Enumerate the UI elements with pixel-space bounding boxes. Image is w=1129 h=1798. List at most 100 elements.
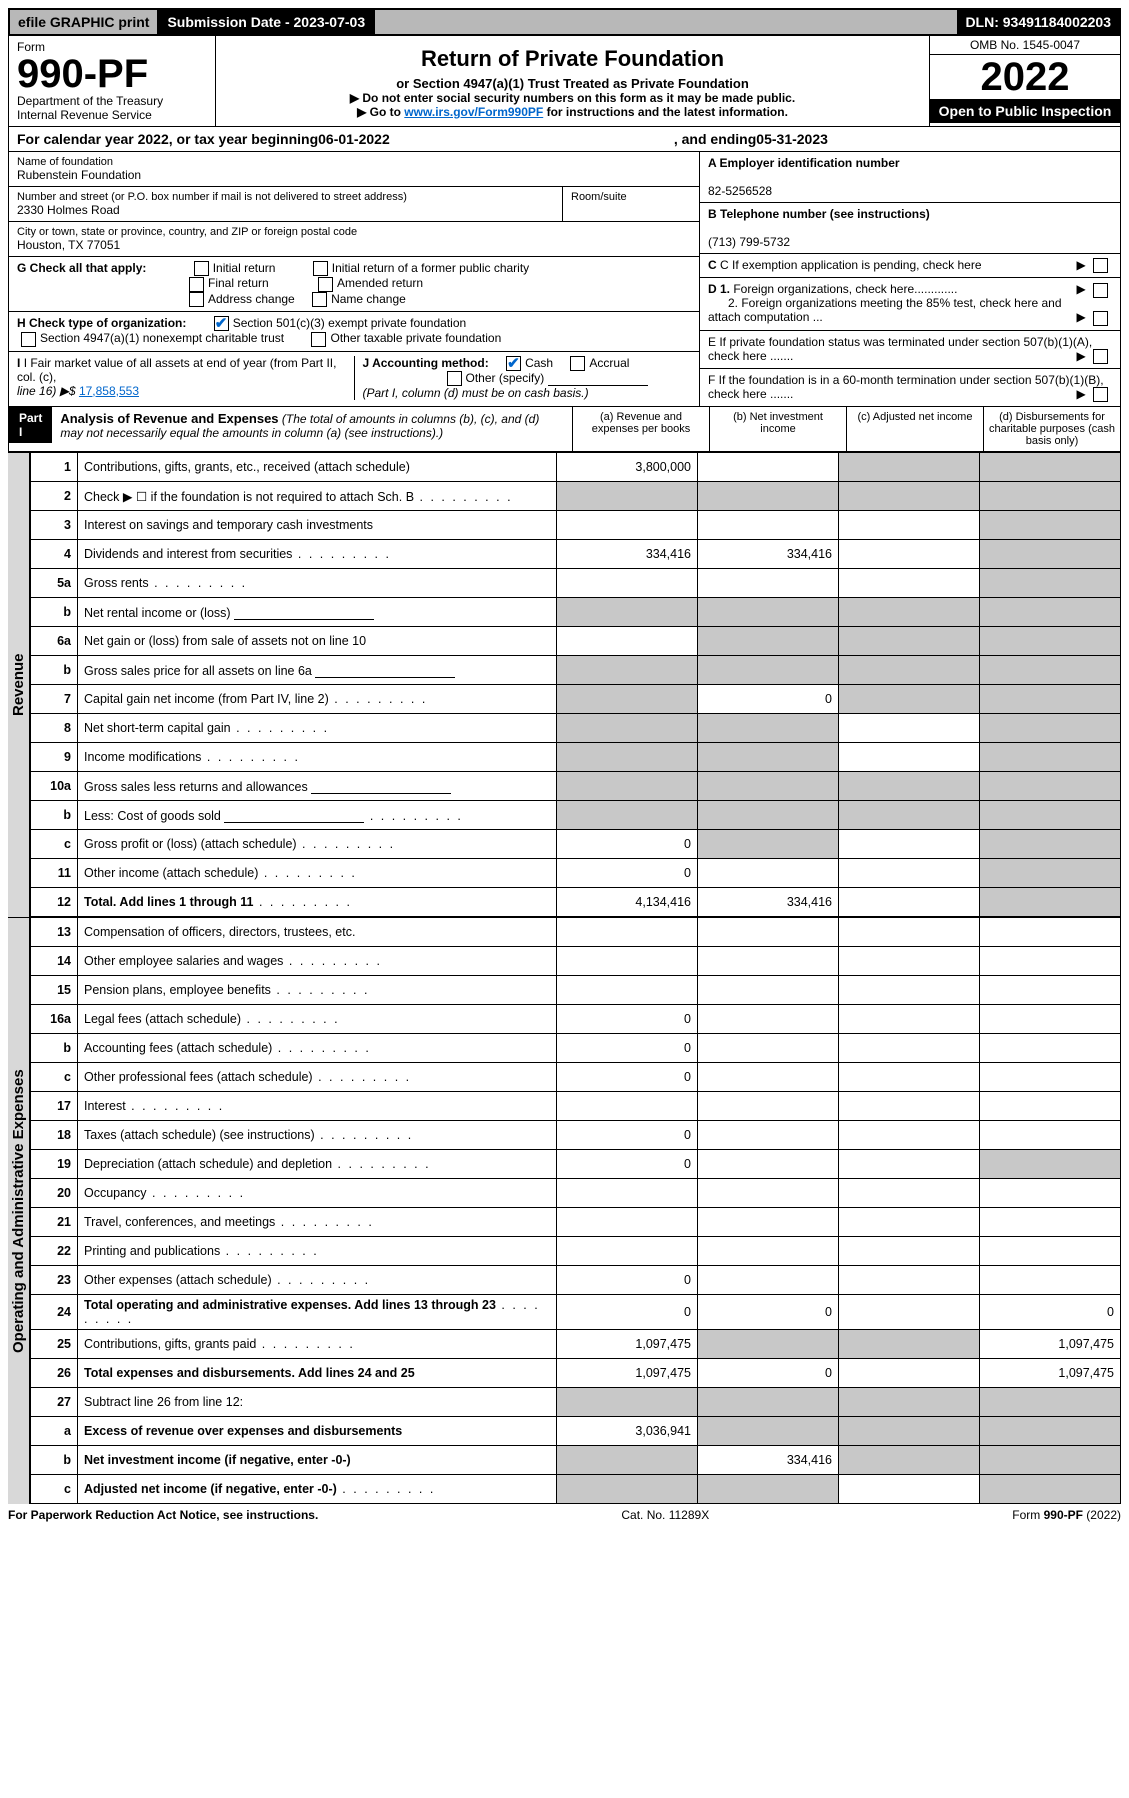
irs: Internal Revenue Service xyxy=(17,108,207,122)
checkbox-f[interactable] xyxy=(1093,387,1108,402)
table-row: 2Check ▶ ☐ if the foundation is not requ… xyxy=(31,482,1121,511)
table-row: bGross sales price for all assets on lin… xyxy=(31,656,1121,685)
footer-left: For Paperwork Reduction Act Notice, see … xyxy=(8,1508,318,1522)
table-row: 6aNet gain or (loss) from sale of assets… xyxy=(31,627,1121,656)
table-row: 7Capital gain net income (from Part IV, … xyxy=(31,685,1121,714)
city-cell: City or town, state or province, country… xyxy=(9,222,699,257)
footer-mid: Cat. No. 11289X xyxy=(621,1508,709,1522)
table-row: 10aGross sales less returns and allowanc… xyxy=(31,772,1121,801)
table-row: 17Interest xyxy=(31,1092,1121,1121)
header-left: Form 990-PF Department of the Treasury I… xyxy=(9,36,216,126)
omb-number: OMB No. 1545-0047 xyxy=(930,36,1120,55)
section-f: F If the foundation is in a 60-month ter… xyxy=(700,369,1120,406)
section-g: G Check all that apply: Initial return I… xyxy=(9,257,699,312)
revenue-table: 1Contributions, gifts, grants, etc., rec… xyxy=(30,452,1121,917)
revenue-section: Revenue 1Contributions, gifts, grants, e… xyxy=(8,452,1121,917)
checkbox-d2[interactable] xyxy=(1093,311,1108,326)
table-row: 4Dividends and interest from securities3… xyxy=(31,540,1121,569)
checkbox-initial-return[interactable] xyxy=(194,261,209,276)
table-row: cGross profit or (loss) (attach schedule… xyxy=(31,830,1121,859)
phone-value: (713) 799-5732 xyxy=(708,235,790,249)
page-footer: For Paperwork Reduction Act Notice, see … xyxy=(8,1504,1121,1526)
address-cell: Number and street (or P.O. box number if… xyxy=(9,187,699,222)
col-c-hdr: (c) Adjusted net income xyxy=(846,407,983,451)
checkbox-501c3[interactable] xyxy=(214,316,229,331)
form-header: Form 990-PF Department of the Treasury I… xyxy=(8,36,1121,127)
checkbox-address-change[interactable] xyxy=(189,292,204,307)
expenses-label: Operating and Administrative Expenses xyxy=(8,917,30,1504)
instr-2: ▶ Go to www.irs.gov/Form990PF for instru… xyxy=(222,105,923,119)
checkbox-c[interactable] xyxy=(1093,258,1108,273)
footer-right: Form 990-PF (2022) xyxy=(1012,1508,1121,1522)
foundation-name: Rubenstein Foundation xyxy=(17,168,691,182)
expenses-table: 13Compensation of officers, directors, t… xyxy=(30,917,1121,1504)
checkbox-amended-return[interactable] xyxy=(318,277,333,292)
table-row: aExcess of revenue over expenses and dis… xyxy=(31,1417,1121,1446)
entity-left: Name of foundation Rubenstein Foundation… xyxy=(9,152,699,406)
year-end: 05-31-2023 xyxy=(756,131,828,147)
checkbox-name-change[interactable] xyxy=(312,292,327,307)
checkbox-4947a1[interactable] xyxy=(21,332,36,347)
form-link[interactable]: www.irs.gov/Form990PF xyxy=(404,105,543,119)
form-title: Return of Private Foundation xyxy=(222,46,923,72)
table-row: 18Taxes (attach schedule) (see instructi… xyxy=(31,1121,1121,1150)
section-c: C C If exemption application is pending,… xyxy=(700,254,1120,278)
section-i-j: I I Fair market value of all assets at e… xyxy=(9,352,699,405)
phone-cell: B Telephone number (see instructions) (7… xyxy=(700,203,1120,254)
table-row: 27Subtract line 26 from line 12: xyxy=(31,1388,1121,1417)
table-row: 24Total operating and administrative exp… xyxy=(31,1295,1121,1330)
checkbox-e[interactable] xyxy=(1093,349,1108,364)
header-right: OMB No. 1545-0047 2022 Open to Public In… xyxy=(929,36,1120,126)
table-row: 9Income modifications xyxy=(31,743,1121,772)
table-row: cAdjusted net income (if negative, enter… xyxy=(31,1475,1121,1504)
instr-1: ▶ Do not enter social security numbers o… xyxy=(222,91,923,105)
part1-label: Part I xyxy=(9,407,52,443)
revenue-label: Revenue xyxy=(8,452,30,917)
table-row: bNet rental income or (loss) xyxy=(31,598,1121,627)
checkbox-other-method[interactable] xyxy=(447,371,462,386)
checkbox-accrual[interactable] xyxy=(570,356,585,371)
table-row: 23Other expenses (attach schedule)0 xyxy=(31,1266,1121,1295)
street-address: 2330 Holmes Road xyxy=(17,203,554,217)
table-row: 8Net short-term capital gain xyxy=(31,714,1121,743)
dln: DLN: 93491184002203 xyxy=(957,10,1119,34)
calendar-year-row: For calendar year 2022, or tax year begi… xyxy=(8,127,1121,152)
ein-cell: A Employer identification number 82-5256… xyxy=(700,152,1120,203)
table-row: 15Pension plans, employee benefits xyxy=(31,976,1121,1005)
tax-year: 2022 xyxy=(930,55,1120,99)
city-state-zip: Houston, TX 77051 xyxy=(17,238,691,252)
checkbox-initial-former[interactable] xyxy=(313,261,328,276)
table-row: 3Interest on savings and temporary cash … xyxy=(31,511,1121,540)
table-row: 12Total. Add lines 1 through 114,134,416… xyxy=(31,888,1121,917)
table-row: 11Other income (attach schedule)0 xyxy=(31,859,1121,888)
table-row: 21Travel, conferences, and meetings xyxy=(31,1208,1121,1237)
checkbox-other-taxable[interactable] xyxy=(311,332,326,347)
open-inspection: Open to Public Inspection xyxy=(930,99,1120,123)
col-b-hdr: (b) Net investment income xyxy=(709,407,846,451)
checkbox-final-return[interactable] xyxy=(189,277,204,292)
checkbox-cash[interactable] xyxy=(506,356,521,371)
table-row: 14Other employee salaries and wages xyxy=(31,947,1121,976)
col-d-hdr: (d) Disbursements for charitable purpose… xyxy=(983,407,1120,451)
entity-info: Name of foundation Rubenstein Foundation… xyxy=(8,152,1121,407)
table-row: 16aLegal fees (attach schedule)0 xyxy=(31,1005,1121,1034)
ein-value: 82-5256528 xyxy=(708,184,772,198)
foundation-name-cell: Name of foundation Rubenstein Foundation xyxy=(9,152,699,187)
form-number: 990-PF xyxy=(17,54,207,94)
expenses-section: Operating and Administrative Expenses 13… xyxy=(8,917,1121,1504)
section-d: D 1. Foreign organizations, check here..… xyxy=(700,278,1120,330)
efile-label: efile GRAPHIC print xyxy=(10,10,159,34)
room-suite-label: Room/suite xyxy=(563,187,699,221)
table-row: 20Occupancy xyxy=(31,1179,1121,1208)
table-row: 25Contributions, gifts, grants paid1,097… xyxy=(31,1330,1121,1359)
col-a-hdr: (a) Revenue and expenses per books xyxy=(572,407,709,451)
fmv-value[interactable]: 17,858,553 xyxy=(79,384,139,398)
dept: Department of the Treasury xyxy=(17,94,207,108)
table-row: 19Depreciation (attach schedule) and dep… xyxy=(31,1150,1121,1179)
table-row: 26Total expenses and disbursements. Add … xyxy=(31,1359,1121,1388)
table-row: bAccounting fees (attach schedule)0 xyxy=(31,1034,1121,1063)
table-row: bNet investment income (if negative, ent… xyxy=(31,1446,1121,1475)
checkbox-d1[interactable] xyxy=(1093,283,1108,298)
table-row: 13Compensation of officers, directors, t… xyxy=(31,918,1121,947)
year-begin: 06-01-2022 xyxy=(318,131,390,147)
